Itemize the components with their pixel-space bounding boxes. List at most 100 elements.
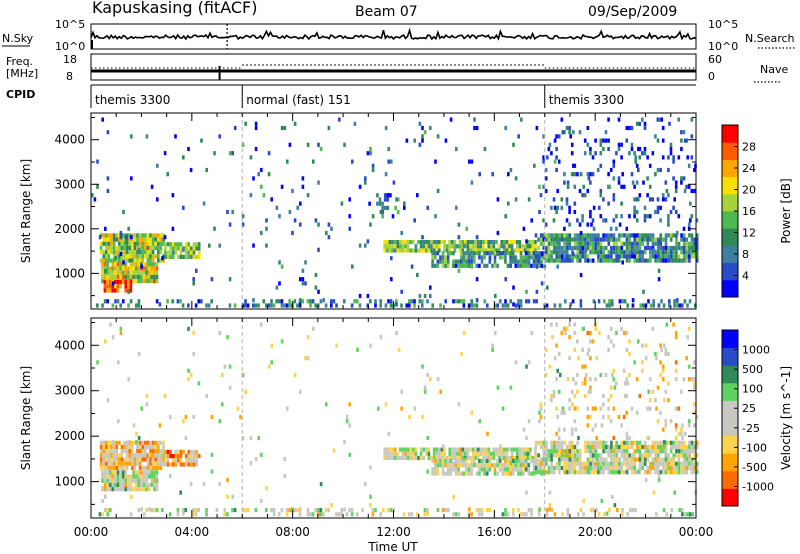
heatmap-cell (542, 134, 545, 139)
heatmap-cell (682, 377, 686, 382)
heatmap-cell (659, 410, 662, 415)
heatmap-cell (665, 512, 668, 517)
heatmap-cell (223, 508, 226, 513)
heatmap-cell (131, 461, 134, 466)
heatmap-cell (542, 245, 546, 251)
heatmap-cell (508, 447, 511, 452)
heatmap-cell (146, 254, 150, 259)
heatmap-cell (231, 209, 234, 215)
heatmap-cell (573, 470, 577, 475)
heatmap-cell (558, 461, 561, 466)
heatmap-cell (459, 255, 463, 260)
heatmap-cell (184, 254, 188, 259)
heatmap-cell (498, 255, 502, 260)
heatmap-cell (612, 237, 616, 242)
heatmap-cell (638, 146, 642, 152)
heatmap-cell (574, 427, 578, 432)
heatmap-cell (133, 461, 137, 466)
heatmap-cell (414, 455, 418, 461)
heatmap-cell (439, 463, 442, 468)
heatmap-cell (546, 285, 549, 290)
heatmap-cell (513, 248, 516, 253)
heatmap-cell (138, 254, 142, 259)
heatmap-cell (555, 343, 558, 348)
heatmap-cell (444, 255, 447, 260)
heatmap-cell (591, 449, 595, 454)
heatmap-cell (652, 299, 655, 304)
heatmap-cell (396, 455, 399, 461)
heatmap-cell (607, 461, 611, 466)
heatmap-cell (171, 462, 175, 467)
heatmap-cell (548, 490, 552, 495)
heatmap-cell (109, 508, 112, 513)
heatmap-cell (136, 258, 139, 263)
heatmap-cell (681, 469, 684, 474)
heatmap-cell (177, 242, 180, 247)
heatmap-cell (508, 455, 511, 461)
heatmap-cell (491, 347, 494, 352)
heatmap-cell (695, 233, 699, 238)
heatmap-cell (682, 176, 686, 181)
heatmap-cell (471, 455, 475, 461)
heatmap-cell (594, 241, 598, 246)
heatmap-cell (187, 377, 190, 382)
heatmap-cell (137, 482, 141, 488)
heatmap-cell (578, 449, 582, 454)
heatmap-cell (542, 457, 546, 462)
heatmap-cell (107, 457, 111, 462)
heatmap-cell (579, 172, 583, 177)
heatmap-cell (127, 289, 130, 294)
heatmap-cell (560, 444, 564, 450)
heatmap-cell (496, 463, 499, 468)
heatmap-cell (452, 512, 455, 517)
heatmap-cell (667, 258, 670, 263)
heatmap-cell (448, 240, 451, 245)
heatmap-cell (513, 447, 516, 452)
heatmap-cell (685, 470, 689, 475)
heatmap-cell (695, 444, 699, 450)
heatmap-cell (578, 130, 582, 135)
heatmap-cell (604, 218, 608, 223)
heatmap-cell (623, 440, 626, 445)
heatmap-cell (674, 360, 678, 365)
heatmap-cell (563, 241, 566, 246)
heatmap-cell (249, 155, 253, 160)
heatmap-cell (664, 237, 668, 242)
heatmap-cell (457, 299, 460, 304)
heatmap-cell (218, 330, 221, 336)
heatmap-cell (181, 508, 185, 513)
heatmap-cell (556, 205, 559, 210)
heatmap-cell (157, 444, 160, 450)
heatmap-cell (453, 248, 457, 253)
heatmap-cell (521, 455, 524, 461)
heatmap-cell (620, 250, 624, 255)
heatmap-cell (166, 462, 170, 467)
heatmap-cell (438, 451, 441, 456)
heatmap-cell (413, 406, 416, 411)
heatmap-cell (649, 303, 653, 308)
heatmap-cell (651, 457, 655, 462)
heatmap-cell (508, 248, 511, 253)
heatmap-cell (142, 279, 146, 284)
heatmap-cell (651, 440, 655, 445)
heatmap-cell (621, 512, 624, 517)
heatmap-cell (519, 467, 523, 472)
heatmap-cell (643, 237, 647, 242)
heatmap-cell (517, 471, 520, 476)
heatmap-cell (498, 467, 502, 472)
heatmap-cell (547, 258, 551, 263)
heatmap-cell (550, 254, 553, 259)
heatmap-cell (166, 250, 170, 255)
heatmap-cell (485, 458, 489, 464)
heatmap-cell (490, 451, 493, 456)
heatmap-cell (409, 240, 412, 245)
heatmap-cell (680, 389, 683, 394)
heatmap-cell (218, 419, 221, 424)
heatmap-cell (518, 451, 522, 456)
heatmap-cell (617, 245, 621, 251)
heatmap-cell (129, 262, 133, 267)
heatmap-cell (386, 248, 389, 253)
heatmap-cell (150, 266, 154, 271)
heatmap-cell (293, 218, 297, 223)
heatmap-cell (542, 159, 545, 164)
